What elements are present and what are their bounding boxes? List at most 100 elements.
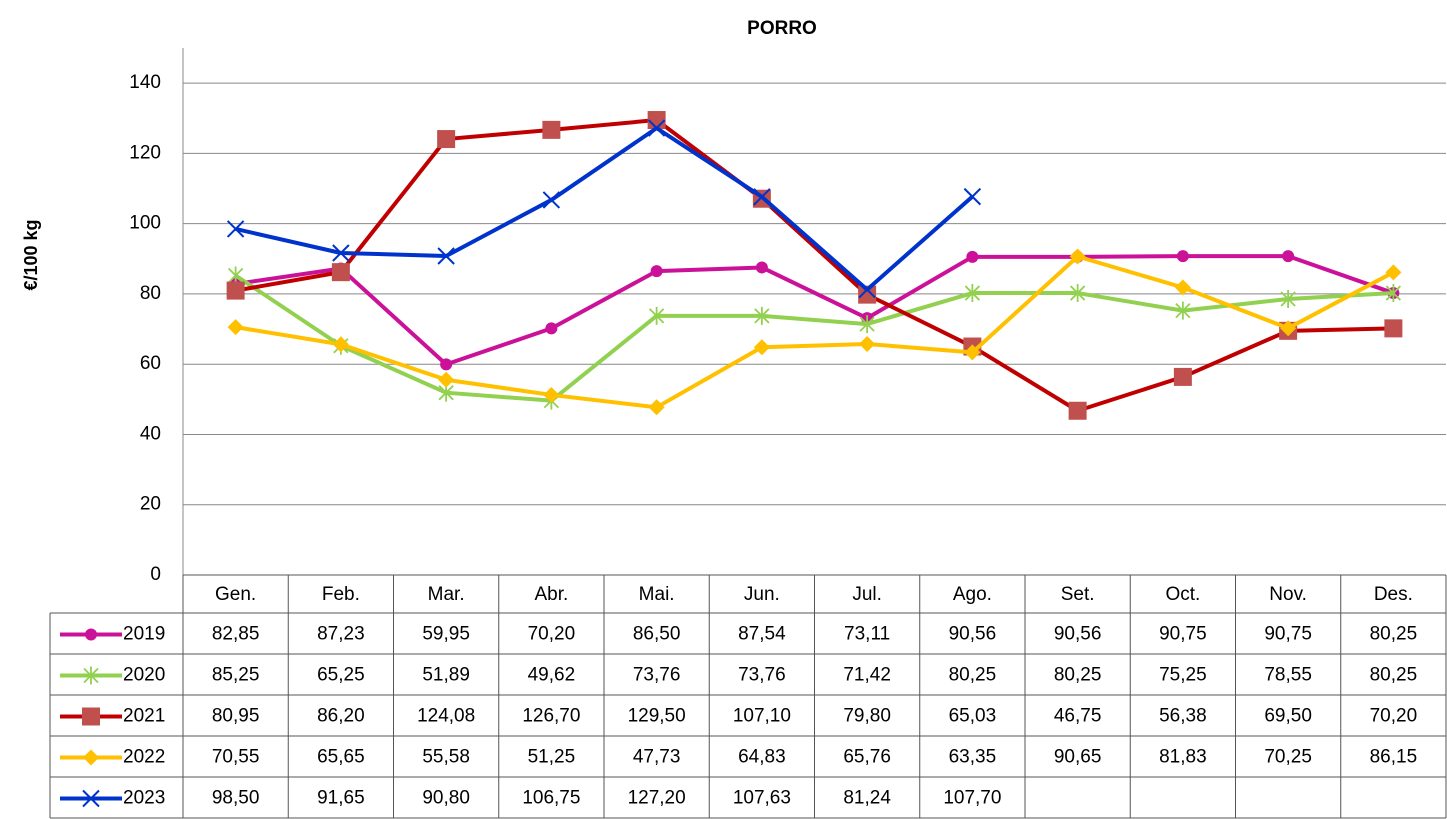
x-tick-label: Mar. xyxy=(428,584,465,605)
table-value: 80,95 xyxy=(212,706,260,727)
table-value: 64,83 xyxy=(738,747,786,768)
x-tick-label: Des. xyxy=(1374,584,1413,605)
table-value: 63,35 xyxy=(949,747,997,768)
marker xyxy=(83,749,99,766)
marker xyxy=(543,386,560,403)
table-value: 82,85 xyxy=(212,624,260,645)
table-value: 87,23 xyxy=(317,624,365,645)
marker xyxy=(85,628,97,641)
legend-label: 2020 xyxy=(123,665,165,686)
table-value: 90,56 xyxy=(949,624,997,645)
table-value: 129,50 xyxy=(628,706,686,727)
x-tick-label: Gen. xyxy=(215,584,256,605)
marker xyxy=(755,261,768,274)
chart-title: PORRO xyxy=(747,18,817,39)
marker xyxy=(542,191,561,209)
marker xyxy=(963,187,982,206)
table-value: 69,50 xyxy=(1264,706,1312,727)
legend-label: 2021 xyxy=(123,706,165,727)
y-tick-label: 120 xyxy=(129,142,161,163)
y-axis-label: €/100 kg xyxy=(21,219,41,290)
table-value: 78,55 xyxy=(1264,665,1312,686)
table-value: 73,11 xyxy=(844,624,890,645)
table-value: 80,25 xyxy=(1370,624,1418,645)
table-value: 124,08 xyxy=(417,706,475,727)
marker xyxy=(83,666,99,685)
table-value: 65,25 xyxy=(317,665,365,686)
table-value: 107,70 xyxy=(943,788,1001,809)
table-value: 65,03 xyxy=(949,706,997,727)
marker xyxy=(332,244,350,262)
marker xyxy=(440,358,453,371)
y-tick-label: 60 xyxy=(140,353,161,374)
marker xyxy=(966,250,979,263)
table-value: 65,76 xyxy=(843,747,891,768)
table-value: 70,20 xyxy=(1370,706,1418,727)
marker xyxy=(858,285,877,304)
marker xyxy=(226,281,245,300)
marker xyxy=(82,707,100,726)
x-tick-label: Set. xyxy=(1061,584,1095,605)
table-value: 51,89 xyxy=(422,665,470,686)
table-value: 86,50 xyxy=(633,624,681,645)
marker xyxy=(650,265,663,278)
marker xyxy=(1280,320,1297,337)
table-value: 81,24 xyxy=(843,788,891,809)
table-value: 65,65 xyxy=(317,747,365,768)
table-value: 70,55 xyxy=(212,747,260,768)
marker xyxy=(964,344,981,361)
table-value: 90,75 xyxy=(1264,624,1312,645)
x-tick-label: Nov. xyxy=(1269,584,1307,605)
marker xyxy=(858,280,876,299)
table-value: 81,83 xyxy=(1159,747,1207,768)
marker xyxy=(753,339,770,356)
series-line xyxy=(235,118,1394,413)
table-value: 87,54 xyxy=(738,624,786,645)
marker xyxy=(226,220,245,238)
table-value: 49,62 xyxy=(528,665,576,686)
marker xyxy=(437,130,456,149)
marker xyxy=(859,315,875,334)
marker xyxy=(545,322,558,335)
table-value: 47,73 xyxy=(633,747,681,768)
marker xyxy=(332,336,349,353)
marker xyxy=(1173,367,1192,386)
legend-label: 2019 xyxy=(123,624,165,645)
table-value: 80,25 xyxy=(949,665,997,686)
table-value: 55,58 xyxy=(422,747,470,768)
marker xyxy=(542,120,561,139)
table-value: 86,15 xyxy=(1370,747,1418,768)
table-value: 70,25 xyxy=(1264,747,1312,768)
marker xyxy=(1176,250,1189,263)
table-value: 91,65 xyxy=(317,788,365,809)
marker xyxy=(1069,284,1086,303)
table-value: 127,20 xyxy=(628,788,686,809)
table-value: 90,75 xyxy=(1159,624,1207,645)
marker xyxy=(1068,401,1087,420)
marker xyxy=(1385,284,1402,303)
series-line xyxy=(234,273,1394,403)
y-tick-label: 100 xyxy=(129,213,161,234)
table-value: 75,25 xyxy=(1159,665,1207,686)
y-tick-label: 40 xyxy=(140,423,161,444)
table-value: 46,75 xyxy=(1054,706,1102,727)
table-value: 80,25 xyxy=(1370,665,1418,686)
table-value: 56,38 xyxy=(1159,706,1207,727)
marker xyxy=(1069,248,1086,265)
series-line xyxy=(235,254,1395,410)
marker xyxy=(437,247,455,265)
table-value: 70,20 xyxy=(528,624,576,645)
table-value: 51,25 xyxy=(528,747,576,768)
table-value: 80,25 xyxy=(1054,665,1102,686)
marker xyxy=(1385,264,1402,281)
legend-label: 2022 xyxy=(123,747,165,768)
x-tick-label: Mai. xyxy=(639,584,675,605)
marker xyxy=(647,119,666,137)
marker xyxy=(964,284,981,303)
marker xyxy=(1175,301,1191,320)
y-tick-label: 80 xyxy=(140,283,161,304)
table-value: 107,63 xyxy=(733,788,791,809)
table-value: 73,76 xyxy=(633,665,681,686)
table-value: 79,80 xyxy=(843,706,891,727)
